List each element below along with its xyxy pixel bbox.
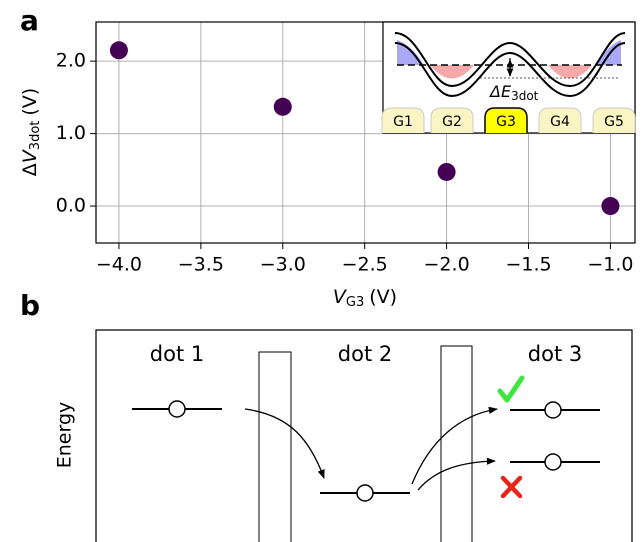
point (110, 41, 128, 59)
arrow (245, 409, 324, 478)
gate-label: G2 (442, 114, 462, 130)
cross-icon (503, 478, 520, 496)
dot-label: dot 1 (150, 342, 204, 366)
x-tick-label: −4.0 (96, 254, 142, 276)
energy-var: ΔE (488, 82, 512, 101)
electron (545, 454, 561, 470)
gates: G1 G2 G3 G4 G5 (382, 108, 635, 133)
electron (545, 402, 561, 418)
x-tick-label: −2.0 (424, 254, 470, 276)
y-tick-label: 0.0 (56, 195, 86, 217)
energy-sub: 3dot (511, 89, 539, 103)
x-tick-label: −2.5 (342, 254, 388, 276)
levels (132, 401, 600, 501)
diagram: dot 1 dot 2 dot 3 Energy (54, 330, 633, 542)
barrier (441, 346, 472, 542)
panel-label: b (20, 289, 40, 322)
y-label-delta: Δ (19, 163, 41, 176)
x-tick-label: −3.0 (260, 254, 306, 276)
electron (169, 401, 185, 417)
arrow (418, 461, 495, 490)
point (438, 163, 456, 181)
y-axis-label: ΔV3dot(V) (19, 88, 43, 176)
dot-label: dot 2 (338, 342, 392, 366)
x-axis-label: VG3(V) (333, 286, 397, 310)
x-tick-label: −1.5 (505, 254, 551, 276)
arrow (412, 409, 497, 484)
inset: ΔE3dot G1 G2 G3 G4 G5 (382, 22, 635, 133)
gate-label: G3 (496, 114, 516, 130)
x-label-unit: (V) (369, 286, 397, 308)
x-tick-label: −1.0 (587, 254, 633, 276)
figure: a b −4.0 −3.5 −3.0 −2.5 −2.0 −1.5 −1.0 0.0 1.0 2.… (0, 0, 642, 542)
point (601, 197, 619, 215)
y-label-sub: 3dot (28, 121, 43, 151)
dot-label: dot 3 (528, 342, 582, 366)
barrier (259, 352, 291, 542)
y-tick-label: 2.0 (56, 50, 86, 72)
gate-label: G5 (604, 114, 624, 130)
gate-label: G1 (393, 114, 413, 130)
point (274, 98, 292, 116)
gate-label: G4 (550, 114, 570, 130)
electron (357, 485, 373, 501)
y-tick-label: 1.0 (56, 122, 86, 144)
panel-label: a (20, 4, 39, 37)
check-icon (500, 378, 522, 400)
x-tick-label: −3.5 (178, 254, 224, 276)
x-label-sub: G3 (346, 295, 364, 310)
energy-axis-label: Energy (54, 402, 76, 469)
y-label-unit: (V) (19, 88, 41, 116)
